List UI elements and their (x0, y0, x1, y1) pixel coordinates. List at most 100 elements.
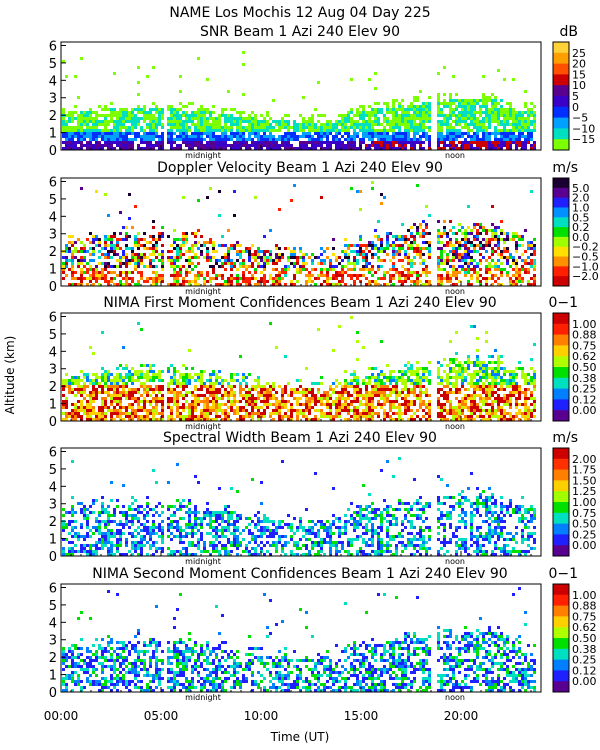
heatmap-cell (470, 111, 473, 114)
heatmap-cell (209, 265, 212, 268)
heatmap-cell (170, 409, 173, 412)
heatmap-cell (212, 394, 215, 397)
heatmap-cell (224, 144, 227, 147)
heatmap-cell (257, 123, 260, 126)
heatmap-cell (443, 403, 446, 406)
heatmap-cell (101, 108, 104, 111)
heatmap-cell (260, 141, 263, 144)
y-tick-label: 3 (49, 228, 57, 243)
heatmap-cell (485, 271, 488, 274)
heatmap-cell (419, 223, 422, 226)
heatmap-cell (80, 132, 83, 135)
heatmap-cell (488, 244, 491, 247)
heatmap-cell (410, 232, 413, 235)
heatmap-cell (374, 147, 377, 150)
heatmap-cell (212, 400, 215, 403)
heatmap-cell (479, 144, 482, 147)
heatmap-cell (518, 244, 521, 247)
heatmap-cell (410, 141, 413, 144)
heatmap-cell (341, 120, 344, 123)
heatmap-cell (191, 102, 194, 105)
heatmap-cell (494, 105, 497, 108)
heatmap-cell (128, 120, 131, 123)
heatmap-cell (482, 141, 485, 144)
heatmap-cell (128, 259, 131, 262)
heatmap-cell (413, 96, 416, 99)
heatmap-cell (353, 262, 356, 265)
heatmap-cell (74, 415, 77, 418)
heatmap-cell (383, 147, 386, 150)
heatmap-cell (452, 102, 455, 105)
heatmap-cell (365, 277, 368, 280)
heatmap-cell (494, 144, 497, 147)
heatmap-cell (290, 132, 293, 135)
heatmap-cell (158, 418, 161, 421)
colorbar-label: 5 (572, 90, 579, 103)
heatmap-cell (353, 409, 356, 412)
heatmap-cell (248, 265, 251, 268)
heatmap-cell (425, 226, 428, 229)
heatmap-cell (449, 391, 452, 394)
heatmap-cell (410, 379, 413, 382)
heatmap-cell (182, 196, 185, 199)
heatmap-cell (125, 280, 128, 283)
heatmap-cell (356, 388, 359, 391)
heatmap-cell (149, 385, 152, 388)
heatmap-cell (458, 102, 461, 105)
heatmap-cell (173, 247, 176, 250)
heatmap-cell (281, 277, 284, 280)
heatmap-cell (413, 262, 416, 265)
heatmap-cell (473, 247, 476, 250)
heatmap-cell (266, 388, 269, 391)
heatmap-cell (293, 132, 296, 135)
heatmap-cell (155, 388, 158, 391)
heatmap-cell (68, 114, 71, 117)
heatmap-cell (368, 135, 371, 138)
heatmap-cell (134, 262, 137, 265)
heatmap-cell (404, 268, 407, 271)
heatmap-cell (248, 391, 251, 394)
heatmap-cell (74, 379, 77, 382)
heatmap-cell (137, 397, 140, 400)
heatmap-cell (212, 144, 215, 147)
heatmap-cell (329, 394, 332, 397)
heatmap-cell (428, 406, 431, 409)
heatmap-cell (365, 403, 368, 406)
panel-3: NIMA First Moment Confidences Beam 1 Azi… (49, 295, 597, 431)
heatmap-cell (353, 397, 356, 400)
heatmap-cell (65, 126, 68, 129)
heatmap-cell (143, 108, 146, 111)
heatmap-cell (296, 412, 299, 415)
heatmap-cell (158, 397, 161, 400)
heatmap-cell (356, 412, 359, 415)
heatmap-cell (221, 129, 224, 132)
heatmap-cell (242, 111, 245, 114)
heatmap-cell (329, 262, 332, 265)
heatmap-cell (461, 111, 464, 114)
colorbar-label: −1.0 (572, 260, 599, 273)
heatmap-cell (140, 400, 143, 403)
heatmap-cell (137, 376, 140, 379)
heatmap-cell (473, 126, 476, 129)
heatmap-cell (86, 418, 89, 421)
heatmap-cell (515, 265, 518, 268)
heatmap-cell (128, 376, 131, 379)
heatmap-cell (122, 262, 125, 265)
heatmap-cell (239, 355, 242, 358)
heatmap-cell (326, 394, 329, 397)
heatmap-cell (245, 120, 248, 123)
heatmap-cell (104, 373, 107, 376)
heatmap-cell (404, 120, 407, 123)
heatmap-cell (371, 120, 374, 123)
heatmap-cell (65, 138, 68, 141)
heatmap-cell (467, 111, 470, 114)
heatmap-cell (200, 111, 203, 114)
heatmap-cell (377, 400, 380, 403)
heatmap-cell (125, 283, 128, 286)
heatmap-cell (410, 409, 413, 412)
heatmap-cell (338, 144, 341, 147)
heatmap-cell (479, 129, 482, 132)
heatmap-cell (239, 391, 242, 394)
heatmap-cell (326, 271, 329, 274)
heatmap-cell (161, 141, 164, 144)
